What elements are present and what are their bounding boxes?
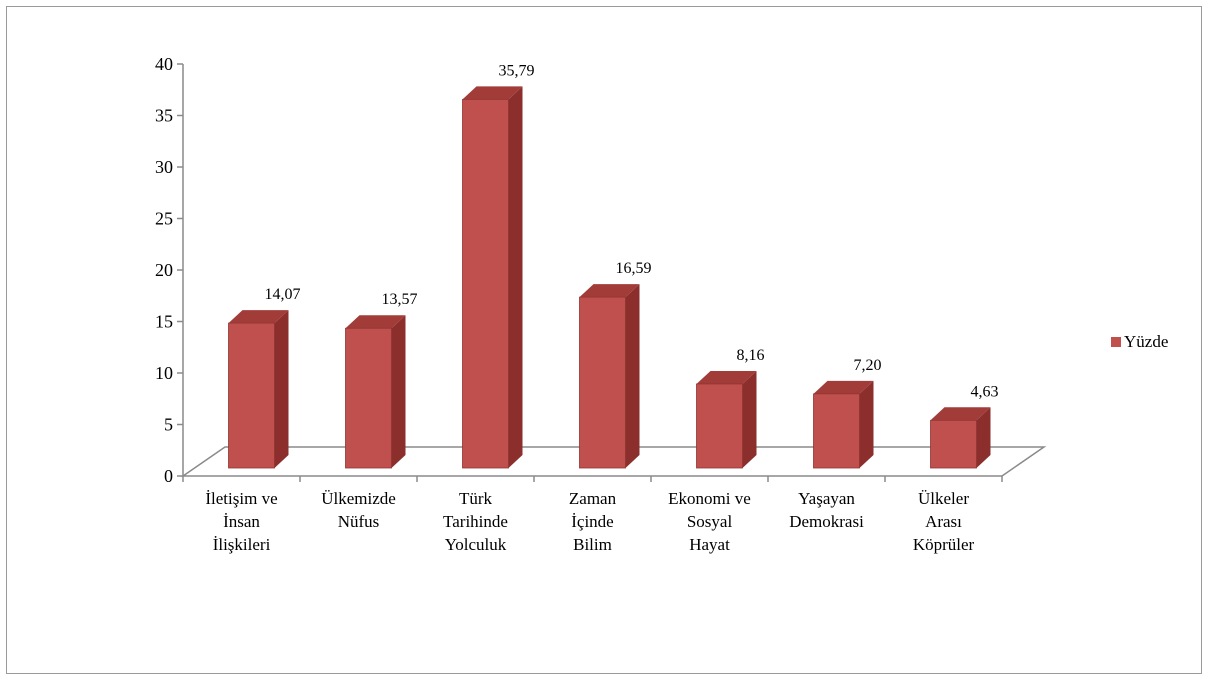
category-label-line: Köprüler	[913, 535, 975, 554]
legend-label: Yüzde	[1124, 332, 1168, 351]
bar-front-face	[345, 327, 392, 469]
bar	[579, 284, 640, 469]
chart-frame: 0 5 10 15 20 25 30 35 40 14,07 13,57 35,79 16,59 8,1…	[6, 6, 1202, 674]
value-axis: 0 5 10 15 20 25 30 35 40	[155, 54, 1003, 486]
bar	[462, 86, 523, 469]
bar-front-face	[462, 98, 509, 469]
bar-top-face	[228, 310, 289, 324]
category-label-line: Arası	[925, 512, 962, 531]
y-tick-label: 35	[155, 106, 173, 126]
category-label-line: İçinde	[571, 512, 613, 531]
legend-swatch	[1111, 337, 1121, 347]
bar-top-face	[462, 86, 523, 100]
category-label-line: Türk	[459, 489, 493, 508]
y-tick-label: 20	[155, 260, 173, 280]
category-label: Ekonomi ve Sosyal Hayat	[668, 489, 751, 554]
category-label-line: Ekonomi ve	[668, 489, 751, 508]
data-labels: 14,07 13,57 35,79 16,59 8,16 7,20 4,63	[265, 62, 999, 400]
category-label: Zaman İçinde Bilim	[569, 489, 617, 554]
category-label-line: Hayat	[689, 535, 730, 554]
category-label-line: Tarihinde	[443, 512, 508, 531]
bar-chart: 0 5 10 15 20 25 30 35 40 14,07 13,57 35,79 16,59 8,1…	[155, 54, 1168, 554]
category-label: Yaşayan Demokrasi	[789, 489, 864, 531]
bar	[813, 380, 874, 469]
category-label-line: İlişkileri	[213, 535, 271, 554]
data-label: 35,79	[499, 62, 535, 79]
category-label-line: Yaşayan	[798, 489, 855, 508]
category-label: Ülkeler Arası Köprüler	[913, 489, 975, 554]
category-label-line: Demokrasi	[789, 512, 864, 531]
category-label-line: Ülkeler	[918, 489, 969, 508]
bar	[696, 370, 757, 469]
y-tick-label: 0	[164, 466, 173, 486]
data-label: 8,16	[737, 347, 765, 364]
bar-side-face	[391, 315, 406, 468]
category-label: Türk Tarihinde Yolculuk	[443, 489, 508, 554]
category-axis-labels: İletişim ve İnsan İlişkileri Ülkemizde Nüfus…	[205, 489, 974, 554]
category-label-line: Ülkemizde	[321, 489, 396, 508]
data-label: 4,63	[971, 383, 999, 400]
category-label-line: Sosyal	[687, 512, 733, 531]
y-tick-label: 25	[155, 209, 173, 229]
y-tick-label: 40	[155, 54, 173, 74]
bar-top-face	[930, 407, 991, 421]
bar-top-face	[696, 370, 757, 384]
bar-side-face	[508, 86, 523, 468]
data-label: 7,20	[854, 357, 882, 374]
data-label: 14,07	[265, 286, 301, 303]
bar-top-face	[579, 284, 640, 298]
bar-series	[228, 86, 991, 469]
legend: Yüzde	[1111, 332, 1168, 351]
category-label-line: İnsan	[223, 512, 260, 531]
y-tick-label: 5	[164, 415, 173, 435]
bar-front-face	[930, 419, 977, 469]
category-label-line: Nüfus	[338, 512, 380, 531]
bar-front-face	[228, 322, 275, 469]
bar-side-face	[274, 310, 289, 468]
bar-front-face	[579, 296, 626, 469]
category-label-line: Yolculuk	[445, 535, 507, 554]
bar-side-face	[742, 370, 757, 468]
bar-side-face	[859, 380, 874, 468]
y-tick-label: 15	[155, 312, 173, 332]
category-label-line: Bilim	[573, 535, 612, 554]
y-tick-label: 10	[155, 363, 173, 383]
bar-front-face	[813, 393, 860, 469]
bar	[228, 310, 289, 469]
category-label-line: Zaman	[569, 489, 617, 508]
bar-side-face	[625, 284, 640, 468]
bar	[930, 407, 991, 469]
bar	[345, 315, 406, 469]
data-label: 16,59	[616, 260, 652, 277]
y-tick-label: 30	[155, 157, 173, 177]
bar-top-face	[345, 315, 406, 329]
bar-top-face	[813, 380, 874, 394]
category-label: İletişim ve İnsan İlişkileri	[205, 489, 277, 554]
data-label: 13,57	[382, 291, 418, 308]
bar-side-face	[976, 407, 991, 468]
category-label: Ülkemizde Nüfus	[321, 489, 396, 531]
category-label-line: İletişim ve	[205, 489, 277, 508]
bar-front-face	[696, 383, 743, 469]
